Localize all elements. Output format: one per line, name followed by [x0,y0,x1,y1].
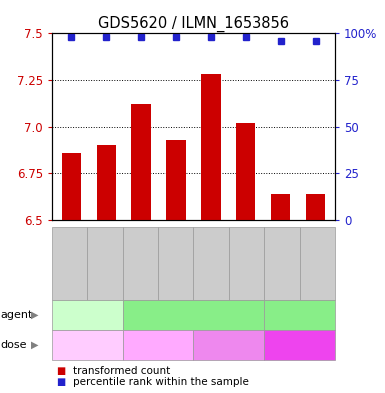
Text: GSM1366034: GSM1366034 [312,231,322,296]
Text: GSM1366026: GSM1366026 [171,231,181,296]
Text: GSM1366028: GSM1366028 [241,231,251,296]
Text: percentile rank within the sample: percentile rank within the sample [73,377,249,387]
Text: ■: ■ [56,377,65,387]
Text: ▶: ▶ [31,310,38,320]
Text: DOT1L siRNA: DOT1L siRNA [265,310,334,320]
Text: control: control [69,340,105,350]
Text: ■: ■ [56,366,65,376]
Bar [201,74,221,220]
Text: DOT1L inhibitor [2]
Compound 55: DOT1L inhibitor [2] Compound 55 [144,304,243,325]
Bar [62,153,81,220]
Title: GDS5620 / ILMN_1653856: GDS5620 / ILMN_1653856 [98,16,289,32]
Text: agent: agent [1,310,33,320]
Text: GSM1366027: GSM1366027 [206,231,216,296]
Text: GSM1366024: GSM1366024 [100,231,110,296]
Text: 2uM: 2uM [147,340,169,350]
Text: GSM1366023: GSM1366023 [65,231,75,296]
Text: transformed count: transformed count [73,366,171,376]
Text: dose: dose [1,340,27,350]
Text: ▶: ▶ [31,340,38,350]
Text: GSM1366025: GSM1366025 [136,231,146,296]
Text: DMSO: DMSO [72,310,103,320]
Bar [166,140,186,220]
Bar [271,194,290,220]
Bar [306,194,325,220]
Text: 10uM: 10uM [214,340,243,350]
Bar [236,123,256,220]
Text: n/a: n/a [291,340,308,350]
Bar [131,104,151,220]
Bar [97,145,116,220]
Text: GSM1366033: GSM1366033 [277,231,287,296]
